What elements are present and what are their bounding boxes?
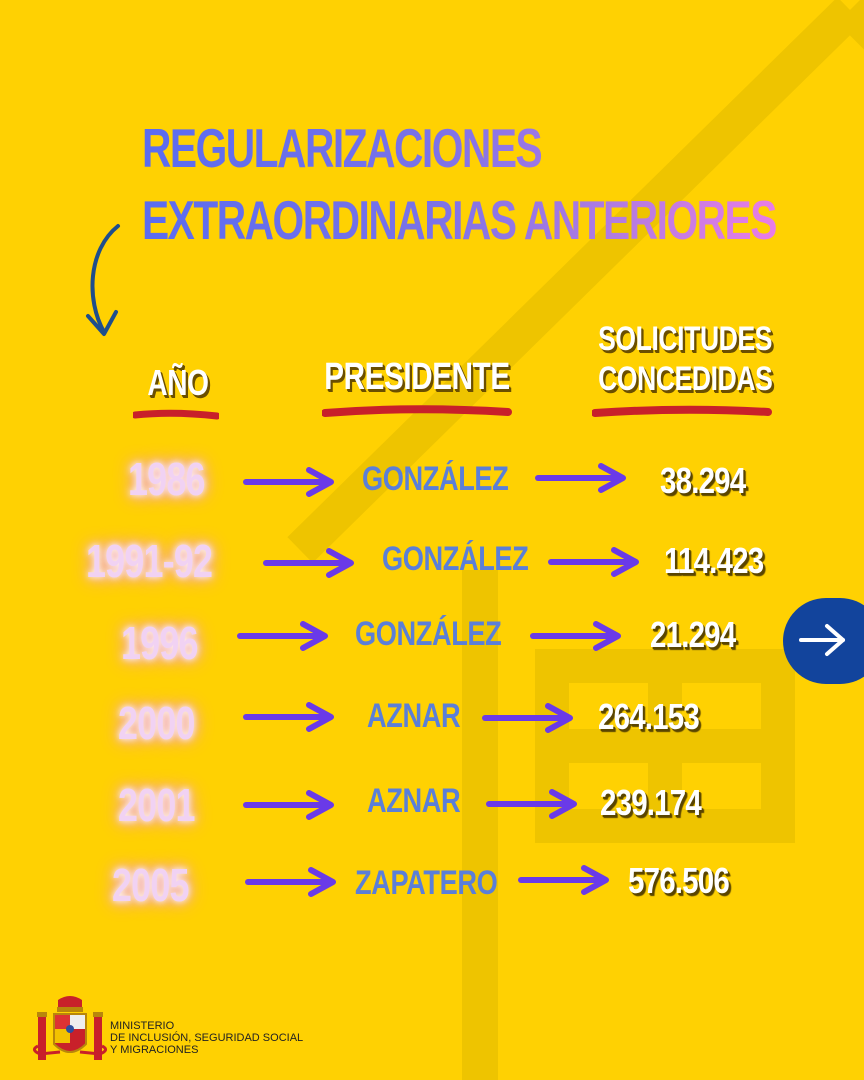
- president-underline: [322, 404, 512, 422]
- row-granted: 21.294: [650, 614, 735, 656]
- column-header-requests-line-2: CONCEDIDAS: [598, 360, 762, 399]
- row-president: GONZÁLEZ: [362, 460, 508, 499]
- row-granted: 114.423: [664, 540, 763, 582]
- arrow-right-icon: [243, 466, 338, 498]
- arrow-right-icon: [535, 462, 630, 494]
- arrow-right-icon: [530, 620, 625, 652]
- row-year: 1986: [128, 452, 205, 506]
- title-line-2: EXTRAORDINARIAS ANTERIORES: [142, 184, 776, 256]
- curved-arrow-down-icon: [78, 220, 138, 350]
- row-year: 2005: [112, 858, 189, 912]
- column-header-president: PRESIDENTE: [324, 356, 496, 399]
- arrow-right-icon: [797, 620, 849, 660]
- ministry-name: MINISTERIO DE INCLUSIÓN, SEGURIDAD SOCIA…: [110, 1020, 303, 1056]
- requests-underline: [592, 404, 772, 422]
- row-granted: 239.174: [600, 782, 701, 824]
- row-year: 1991-92: [86, 534, 212, 588]
- arrow-right-icon: [486, 788, 581, 820]
- ministry-logo: MINISTERIO DE INCLUSIÓN, SEGURIDAD SOCIA…: [18, 990, 318, 1070]
- arrow-right-icon: [548, 546, 643, 578]
- page-title: REGULARIZACIONES EXTRAORDINARIAS ANTERIO…: [142, 112, 776, 256]
- arrow-right-icon: [243, 701, 338, 733]
- row-year: 2000: [118, 696, 195, 750]
- row-president: ZAPATERO: [355, 864, 497, 903]
- arrow-right-icon: [243, 789, 338, 821]
- ministry-name-line-3: Y MIGRACIONES: [110, 1044, 303, 1056]
- arrow-right-icon: [245, 866, 340, 898]
- row-year: 1996: [121, 616, 198, 670]
- year-underline: [133, 408, 219, 422]
- row-president: GONZÁLEZ: [382, 540, 528, 579]
- column-header-year: AÑO: [147, 362, 209, 404]
- arrow-right-icon: [482, 702, 577, 734]
- next-slide-button[interactable]: [783, 598, 864, 684]
- row-year: 2001: [118, 778, 195, 832]
- ministry-name-line-1: MINISTERIO: [110, 1020, 303, 1032]
- coat-of-arms-icon: [30, 994, 110, 1068]
- row-president: GONZÁLEZ: [355, 615, 501, 654]
- ministry-name-line-2: DE INCLUSIÓN, SEGURIDAD SOCIAL: [110, 1032, 303, 1044]
- arrow-right-icon: [237, 620, 332, 652]
- row-granted: 264.153: [598, 696, 699, 738]
- row-granted: 38.294: [660, 460, 745, 502]
- arrow-right-icon: [518, 864, 613, 896]
- row-granted: 576.506: [628, 860, 729, 902]
- row-president: AZNAR: [367, 697, 460, 736]
- row-president: AZNAR: [367, 782, 460, 821]
- title-line-1: REGULARIZACIONES: [142, 112, 776, 184]
- column-header-requests-line-1: SOLICITUDES: [598, 320, 762, 359]
- arrow-right-icon: [263, 547, 358, 579]
